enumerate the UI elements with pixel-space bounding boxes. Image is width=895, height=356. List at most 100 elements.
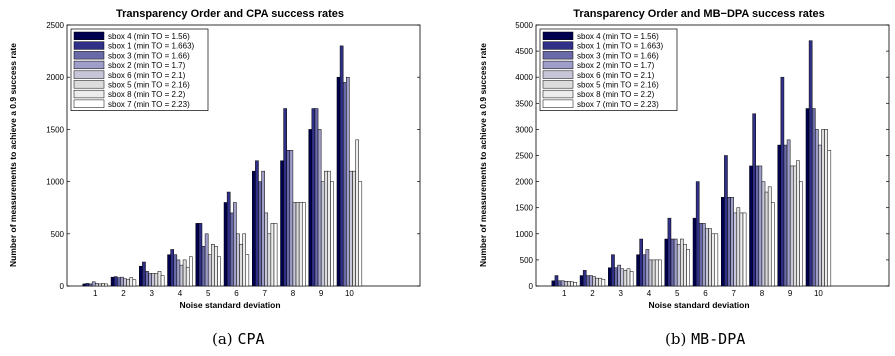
bar bbox=[298, 202, 303, 287]
bar bbox=[592, 276, 596, 287]
bar bbox=[339, 45, 344, 287]
bar bbox=[614, 267, 618, 287]
bar bbox=[554, 275, 559, 287]
x-tick-label: 9 bbox=[319, 289, 324, 298]
bar bbox=[752, 113, 756, 287]
bar bbox=[648, 259, 653, 287]
legend-swatch bbox=[542, 70, 574, 79]
legend-label: sbox 3 (min TO = 1.66) bbox=[577, 51, 659, 60]
bar bbox=[758, 165, 763, 287]
x-tick-label: 5 bbox=[675, 289, 680, 298]
bar bbox=[94, 283, 99, 287]
bar bbox=[617, 264, 621, 287]
legend-label: sbox 8 (min TO = 2.2) bbox=[108, 90, 186, 99]
bar bbox=[786, 139, 791, 287]
bar bbox=[352, 170, 356, 287]
legend-label: sbox 1 (min TO = 1.663) bbox=[108, 42, 195, 51]
bar bbox=[777, 144, 782, 287]
y-tick-label: 4000 bbox=[515, 73, 533, 82]
bar bbox=[91, 281, 96, 287]
bar bbox=[145, 271, 149, 287]
y-tick-label: 500 bbox=[51, 230, 65, 239]
legend-swatch bbox=[542, 89, 574, 99]
bar bbox=[252, 170, 256, 287]
bar bbox=[727, 197, 731, 287]
legend-swatch bbox=[542, 99, 574, 108]
bar bbox=[827, 150, 832, 287]
legend-label: sbox 4 (min TO = 1.56) bbox=[108, 32, 190, 41]
bar bbox=[239, 243, 243, 287]
legend-label: sbox 6 (min TO = 2.1) bbox=[577, 71, 655, 80]
y-tick-label: 2500 bbox=[46, 21, 64, 30]
bar bbox=[82, 283, 87, 287]
x-tick-label: 10 bbox=[814, 289, 823, 298]
x-tick-label: 5 bbox=[206, 289, 211, 298]
chart-title: Transparency Order and MB−DPA success ra… bbox=[573, 8, 825, 20]
bar bbox=[749, 165, 753, 287]
bar bbox=[611, 254, 615, 287]
plot-area: 0 500 1000 1500 2000 2500 1 2 3 4 5 6 7 8 9 10 sbox 4 (m… bbox=[46, 21, 421, 298]
legend-label: sbox 5 (min TO = 2.16) bbox=[577, 81, 659, 90]
x-tick-label: 1 bbox=[93, 289, 98, 298]
bar bbox=[651, 259, 656, 287]
bar bbox=[629, 271, 634, 287]
bar bbox=[283, 108, 287, 287]
bar bbox=[761, 181, 766, 287]
bar bbox=[560, 280, 565, 287]
bar bbox=[567, 281, 571, 287]
bar bbox=[598, 277, 603, 287]
bar bbox=[667, 217, 672, 287]
bar bbox=[557, 280, 562, 287]
legend-swatch bbox=[73, 89, 105, 99]
x-axis-label: Noise standard deviation bbox=[648, 300, 749, 310]
bar bbox=[142, 261, 146, 287]
plot-area: 0 500 1000 1500 2000 2500 3000 3500 4000 4500 5000… bbox=[515, 21, 890, 298]
bar bbox=[179, 264, 184, 287]
y-tick-label: 2500 bbox=[515, 152, 533, 161]
bar bbox=[579, 275, 584, 287]
bar bbox=[308, 129, 313, 287]
x-tick-label: 1 bbox=[562, 289, 567, 298]
legend-label: sbox 4 (min TO = 1.56) bbox=[577, 32, 659, 41]
bar bbox=[705, 228, 709, 287]
bar bbox=[270, 223, 275, 287]
bar bbox=[702, 223, 706, 287]
bar bbox=[680, 238, 684, 287]
bar bbox=[573, 282, 577, 287]
bar bbox=[255, 160, 259, 287]
bar bbox=[139, 265, 143, 287]
bar bbox=[330, 181, 334, 287]
y-tick-label: 2000 bbox=[515, 178, 533, 187]
bar bbox=[311, 108, 316, 287]
legend-label: sbox 7 (min TO = 2.23) bbox=[577, 100, 659, 109]
bar bbox=[658, 259, 662, 287]
bar bbox=[582, 270, 587, 287]
bar bbox=[595, 277, 599, 287]
bar bbox=[695, 181, 700, 287]
x-tick-label: 4 bbox=[178, 289, 183, 298]
bar bbox=[98, 283, 102, 287]
bar bbox=[154, 273, 159, 287]
x-tick-label: 9 bbox=[788, 289, 793, 298]
bar bbox=[770, 202, 775, 287]
legend-swatch bbox=[73, 70, 105, 79]
y-tick-label: 1000 bbox=[46, 178, 64, 187]
bar bbox=[654, 259, 659, 287]
y-axis-label: Number of measurements to achieve a 0.9 … bbox=[8, 43, 18, 267]
bar bbox=[623, 270, 628, 287]
bar bbox=[636, 254, 640, 287]
legend-label: sbox 2 (min TO = 1.7) bbox=[108, 61, 186, 70]
y-tick-label: 2000 bbox=[46, 73, 64, 82]
x-tick-label: 2 bbox=[121, 289, 126, 298]
x-tick-label: 8 bbox=[291, 289, 296, 298]
bar bbox=[815, 129, 819, 287]
bar bbox=[673, 238, 678, 287]
bar bbox=[821, 129, 825, 287]
bar bbox=[101, 283, 105, 287]
y-tick-label: 0 bbox=[60, 282, 65, 291]
legend-swatch bbox=[73, 80, 105, 89]
caption-method: CPA bbox=[237, 330, 265, 348]
bar bbox=[811, 108, 816, 287]
bar bbox=[176, 259, 181, 287]
